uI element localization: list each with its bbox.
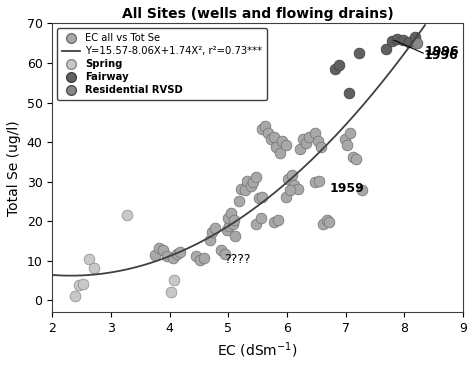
Point — [79, 281, 87, 287]
Text: 1996: 1996 — [424, 49, 458, 62]
Point — [235, 198, 243, 204]
Point — [257, 215, 264, 221]
Legend: EC all vs Tot Se, Y=15.57-8.06X+1.74X², r²=0.73***, Spring, Fairway, Residential: EC all vs Tot Se, Y=15.57-8.06X+1.74X², … — [57, 29, 267, 101]
Point — [323, 218, 331, 224]
Point — [232, 233, 239, 239]
Point — [196, 257, 204, 263]
Point — [314, 138, 321, 144]
Point — [151, 252, 159, 258]
Point — [331, 66, 339, 72]
Point — [411, 34, 419, 40]
Point — [300, 136, 307, 142]
X-axis label: EC (dSm$^{-1}$): EC (dSm$^{-1}$) — [218, 341, 298, 360]
Point — [405, 40, 413, 46]
Point — [400, 37, 407, 43]
Text: ????: ???? — [224, 253, 250, 266]
Point — [230, 218, 238, 224]
Point — [288, 172, 295, 178]
Point — [249, 179, 257, 185]
Point — [341, 136, 348, 142]
Point — [255, 195, 263, 201]
Point — [237, 186, 245, 192]
Point — [159, 247, 166, 252]
Point — [85, 256, 92, 262]
Text: 1996: 1996 — [425, 45, 460, 58]
Point — [253, 221, 260, 227]
Point — [167, 289, 174, 295]
Point — [286, 188, 294, 193]
Point — [346, 131, 354, 137]
Point — [259, 194, 266, 200]
Point — [206, 237, 213, 243]
Point — [261, 123, 268, 128]
Point — [91, 265, 98, 271]
Point — [169, 255, 176, 261]
Point — [311, 179, 319, 185]
Point — [279, 138, 286, 144]
Point — [228, 210, 235, 215]
Point — [163, 253, 171, 259]
Point — [155, 245, 163, 251]
Point — [241, 188, 248, 193]
Point — [176, 249, 184, 255]
Point — [226, 223, 233, 229]
Point — [294, 186, 301, 192]
Point — [273, 144, 280, 150]
Point — [173, 251, 181, 257]
Point — [290, 182, 298, 188]
Point — [218, 247, 225, 252]
Point — [75, 282, 82, 288]
Point — [229, 221, 237, 227]
Point — [282, 194, 290, 200]
Point — [413, 40, 421, 46]
Point — [211, 225, 219, 231]
Text: 1959: 1959 — [329, 182, 364, 195]
Point — [243, 178, 251, 184]
Point — [264, 131, 272, 137]
Y-axis label: Total Se (ug/l): Total Se (ug/l) — [7, 120, 21, 216]
Point — [335, 62, 343, 68]
Point — [225, 215, 232, 221]
Point — [223, 227, 231, 233]
Point — [284, 175, 292, 181]
Point — [200, 255, 208, 261]
Point — [388, 39, 395, 44]
Point — [302, 140, 310, 146]
Point — [316, 178, 323, 184]
Point — [270, 219, 278, 225]
Point — [282, 142, 290, 148]
Point — [343, 142, 351, 148]
Point — [319, 221, 327, 227]
Point — [247, 184, 255, 189]
Point — [382, 46, 390, 52]
Point — [349, 154, 356, 160]
Point — [71, 292, 78, 298]
Point — [355, 50, 363, 56]
Point — [393, 36, 401, 41]
Point — [353, 156, 360, 162]
Point — [208, 229, 216, 235]
Point — [358, 188, 366, 193]
Point — [259, 127, 266, 132]
Point — [124, 212, 131, 218]
Title: All Sites (wells and flowing drains): All Sites (wells and flowing drains) — [122, 7, 393, 21]
Point — [253, 174, 260, 180]
Point — [270, 134, 278, 140]
Point — [221, 251, 229, 257]
Point — [296, 146, 304, 152]
Point — [267, 136, 274, 142]
Point — [274, 218, 282, 224]
Point — [276, 150, 284, 156]
Point — [192, 253, 200, 259]
Point — [317, 144, 325, 150]
Point — [171, 277, 178, 283]
Point — [345, 90, 353, 96]
Point — [326, 219, 333, 225]
Point — [311, 131, 319, 137]
Point — [306, 134, 313, 140]
